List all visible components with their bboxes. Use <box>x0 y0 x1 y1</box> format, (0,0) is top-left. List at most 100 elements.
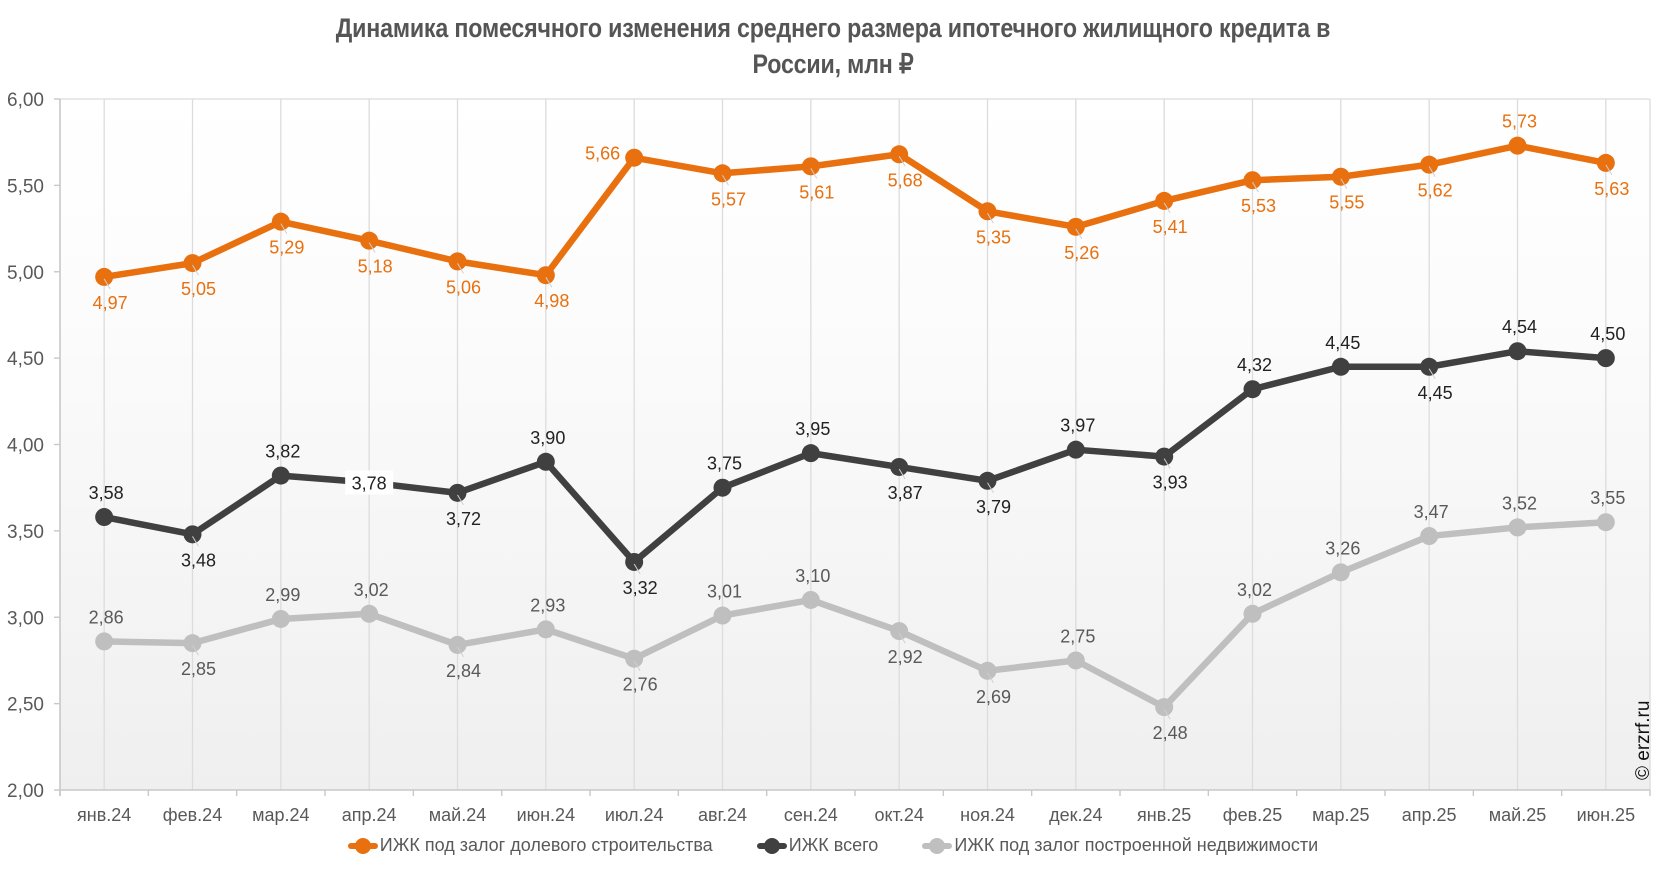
label-leader-line <box>633 563 641 575</box>
legend-label: ИЖК под залог построенной недвижимости <box>954 835 1319 855</box>
data-point <box>978 661 997 680</box>
data-label: 3,72 <box>446 509 481 529</box>
data-label: 5,29 <box>269 238 304 258</box>
label-leader-line <box>1428 166 1436 177</box>
data-point <box>1155 191 1174 210</box>
label-leader-line <box>192 644 199 656</box>
data-label: 5,61 <box>799 182 834 202</box>
data-label: 3,02 <box>1237 580 1272 600</box>
y-tick-label: 5,00 <box>7 263 44 284</box>
x-tick-label: фев.24 <box>163 805 222 825</box>
x-tick-label: авг.24 <box>698 805 747 825</box>
data-point <box>95 267 114 286</box>
label-leader-line <box>987 213 994 224</box>
label-background <box>345 470 394 495</box>
data-label: 3,10 <box>795 566 830 586</box>
data-point <box>95 632 114 651</box>
data-point <box>1596 153 1615 172</box>
data-point <box>1243 380 1262 399</box>
data-label: 2,84 <box>446 661 481 681</box>
data-point <box>978 471 997 490</box>
x-tick-label: сен.24 <box>784 805 838 825</box>
data-label: 3,02 <box>354 580 389 600</box>
data-label: 3,82 <box>265 442 300 462</box>
data-point <box>1420 357 1439 376</box>
x-tick-label: июн.24 <box>517 805 576 825</box>
data-label: 5,41 <box>1153 217 1188 237</box>
data-label: 3,52 <box>1502 493 1537 513</box>
y-tick-label: 3,50 <box>7 522 44 543</box>
data-point <box>1155 698 1174 717</box>
data-point <box>183 525 202 544</box>
data-point <box>713 164 732 183</box>
data-label: 3,32 <box>623 578 658 598</box>
legend-item-total[interactable]: ИЖК всего <box>756 835 879 856</box>
data-point <box>1596 513 1615 532</box>
data-label: 2,93 <box>530 595 565 615</box>
data-point <box>1420 527 1439 546</box>
label-leader-line <box>810 168 818 179</box>
y-tick-label: 6,00 <box>7 90 44 111</box>
label-leader-line <box>1340 178 1348 189</box>
data-label: 2,99 <box>265 585 300 605</box>
data-label: 2,76 <box>623 675 658 695</box>
data-label: 2,85 <box>181 659 216 679</box>
x-tick-label: янв.25 <box>1137 805 1191 825</box>
x-tick-label: янв.24 <box>77 805 131 825</box>
data-label: 2,86 <box>89 607 124 627</box>
data-point <box>1066 651 1085 670</box>
label-leader-line <box>633 660 641 671</box>
data-label: 3,95 <box>795 419 830 439</box>
series-2 <box>95 513 1615 717</box>
data-label: 3,93 <box>1153 473 1188 493</box>
data-label: 3,01 <box>707 582 742 602</box>
data-point <box>1331 167 1350 186</box>
data-point <box>890 145 909 164</box>
x-tick-label: апр.24 <box>342 805 397 825</box>
data-label: 4,97 <box>93 293 128 313</box>
data-point <box>448 252 467 271</box>
data-point <box>1508 518 1527 537</box>
chart-title: Динамика помесячного изменения среднего … <box>117 10 1550 82</box>
watermark: © erzrf.ru <box>1633 700 1654 780</box>
data-point <box>1508 342 1527 361</box>
x-tick-label: мар.24 <box>252 805 309 825</box>
data-point <box>271 212 290 231</box>
data-label: 5,05 <box>181 279 216 299</box>
data-label: 5,26 <box>1064 243 1099 263</box>
series-0 <box>95 136 1615 286</box>
legend-item-built[interactable]: ИЖК под залог построенной недвижимости <box>922 835 1318 856</box>
data-point <box>1243 604 1262 623</box>
data-labels: 4,97 5,05 5,29 5,18 5,06 4,98 5,66 5,57 5,61 5,68… <box>89 112 1630 743</box>
legend-item-construction[interactable]: ИЖК под залог долевого строительства <box>347 835 713 856</box>
label-leader-line <box>457 263 464 274</box>
chart-title-line-1: Динамика помесячного изменения среднего … <box>335 13 1331 43</box>
data-label: 4,32 <box>1237 355 1272 375</box>
legend: ИЖК под залог долевого строительства ИЖК… <box>0 835 1666 856</box>
y-tick-label: 4,00 <box>7 436 44 457</box>
data-point <box>448 635 467 654</box>
data-point <box>801 157 820 176</box>
data-point <box>1331 563 1350 582</box>
label-leader-line <box>898 468 906 480</box>
data-label: 5,53 <box>1241 196 1276 216</box>
data-point <box>713 478 732 497</box>
data-point <box>625 148 644 167</box>
y-tick-label: 3,00 <box>7 608 44 629</box>
data-label: 5,06 <box>446 277 481 297</box>
data-point <box>1066 440 1085 459</box>
label-leader-line <box>368 242 376 253</box>
label-leader-line <box>722 175 729 186</box>
label-leader-line <box>457 646 464 658</box>
label-leader-line <box>1075 228 1083 240</box>
data-label: 3,48 <box>181 550 216 570</box>
data-label: 3,47 <box>1414 502 1449 522</box>
label-leader-line <box>192 264 199 276</box>
y-tick-label: 4,50 <box>7 349 44 370</box>
legend-label: ИЖК всего <box>788 835 879 855</box>
y-tick-label: 2,50 <box>7 695 44 716</box>
y-tick-label: 5,50 <box>7 176 44 197</box>
data-point <box>448 483 467 502</box>
x-tick-label: июн.25 <box>1577 805 1636 825</box>
